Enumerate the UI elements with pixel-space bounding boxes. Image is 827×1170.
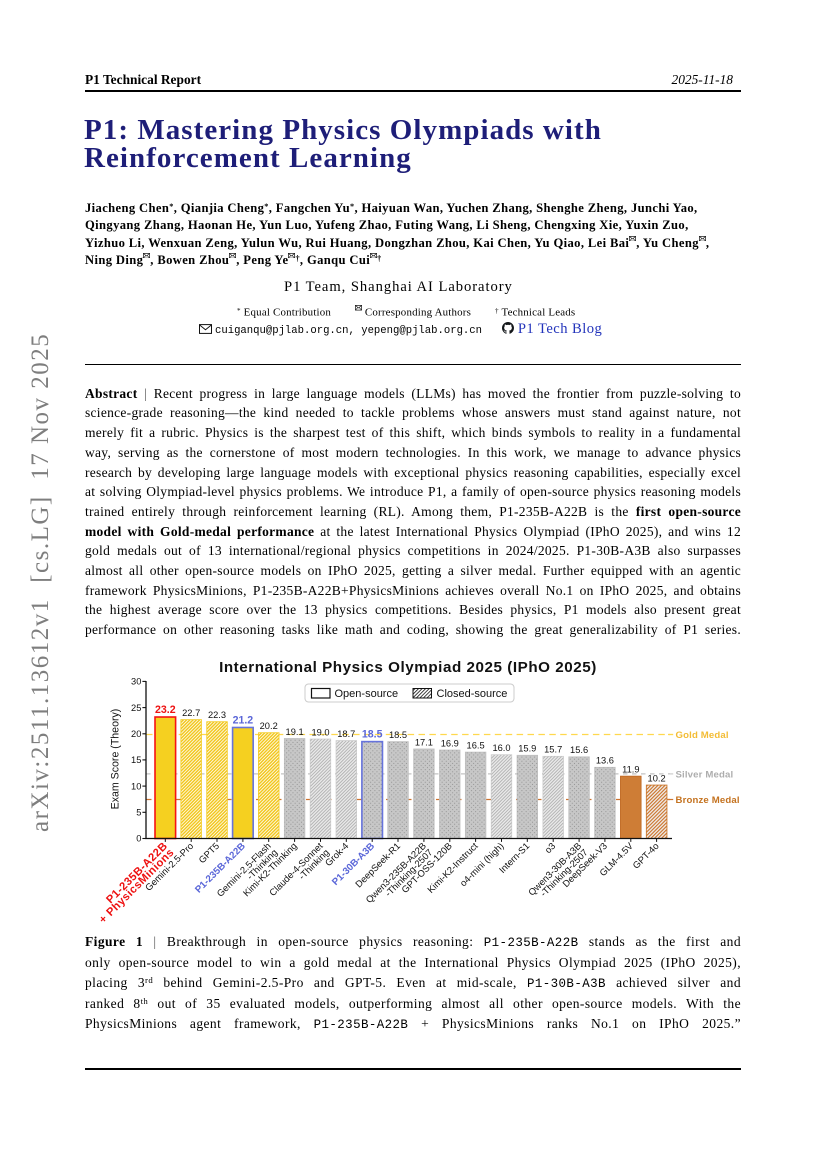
svg-text:Open-source: Open-source [335,688,399,700]
svg-text:P1-235B-A22B+ PhysicsMinions: P1-235B-A22B+ PhysicsMinions [91,840,177,926]
svg-text:19.1: 19.1 [286,727,304,737]
svg-text:21.2: 21.2 [233,714,254,726]
svg-text:Gold Medal: Gold Medal [676,730,729,741]
svg-text:16.5: 16.5 [467,741,485,751]
svg-text:13.6: 13.6 [596,756,614,766]
svg-text:30: 30 [131,677,141,687]
svg-text:10.2: 10.2 [648,774,666,784]
svg-text:20.2: 20.2 [260,721,278,731]
svg-text:19.0: 19.0 [311,727,329,737]
svg-text:15: 15 [131,755,141,765]
svg-text:18.5: 18.5 [362,728,383,740]
svg-text:10: 10 [131,781,141,791]
svg-text:17.1: 17.1 [415,737,433,747]
svg-text:23.2: 23.2 [155,704,176,716]
svg-text:15.7: 15.7 [544,745,562,755]
svg-text:18.5: 18.5 [389,730,407,740]
svg-text:GPT5: GPT5 [196,840,221,865]
svg-text:11.9: 11.9 [622,765,639,775]
svg-text:Silver Medal: Silver Medal [676,769,734,780]
svg-text:International Physics Olympiad: International Physics Olympiad 2025 (IPh… [219,659,597,676]
svg-text:Bronze Medal: Bronze Medal [676,795,740,806]
svg-text:GPT-4o: GPT-4o [630,840,661,871]
svg-text:16.0: 16.0 [492,743,510,753]
svg-text:Closed-source: Closed-source [437,688,508,700]
svg-text:25: 25 [131,703,141,713]
svg-text:5: 5 [136,808,141,818]
svg-text:Claude-4-Sonnet-Thinking: Claude-4-Sonnet-Thinking [267,840,332,905]
svg-text:18.7: 18.7 [337,729,355,739]
svg-text:20: 20 [131,729,141,739]
svg-text:22.7: 22.7 [182,708,200,718]
svg-text:Exam Score (Theory): Exam Score (Theory) [110,709,122,810]
svg-text:22.3: 22.3 [208,710,226,720]
svg-text:15.9: 15.9 [518,744,536,754]
svg-text:o3: o3 [542,840,557,855]
svg-text:15.6: 15.6 [570,745,588,755]
svg-text:0: 0 [136,834,141,844]
svg-text:16.9: 16.9 [441,738,459,748]
